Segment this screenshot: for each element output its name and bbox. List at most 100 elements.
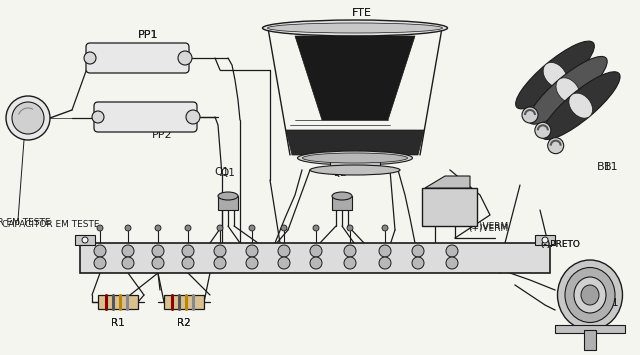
Bar [584,330,596,350]
Bar [75,235,95,245]
Polygon shape [295,36,415,120]
Polygon shape [286,130,424,155]
Text: Q1: Q1 [214,167,229,177]
Circle shape [214,257,226,269]
Circle shape [246,257,258,269]
Text: (+)VERM: (+)VERM [468,224,508,233]
Circle shape [84,52,96,64]
Text: FTE: FTE [352,8,372,18]
Circle shape [97,225,103,231]
Ellipse shape [262,20,447,36]
Text: PP2: PP2 [152,120,172,130]
Text: Q2: Q2 [333,168,348,178]
Text: R2: R2 [177,318,191,328]
Ellipse shape [218,192,238,200]
Text: (+)VERM: (+)VERM [468,222,508,231]
Circle shape [379,257,391,269]
Polygon shape [332,196,352,210]
Circle shape [344,245,356,257]
Circle shape [94,257,106,269]
Circle shape [412,257,424,269]
Text: R2: R2 [177,318,191,328]
Circle shape [214,245,226,257]
Text: (-)PRETO: (-)PRETO [540,240,580,249]
Text: PP1: PP1 [138,30,158,40]
Circle shape [186,110,200,124]
Bar [330,158,380,170]
Text: Q1: Q1 [221,168,236,178]
Circle shape [548,138,564,154]
Text: CAPACITOR EM TESTE: CAPACITOR EM TESTE [2,220,99,229]
Text: P1: P1 [606,298,620,308]
Ellipse shape [529,56,607,124]
Circle shape [278,257,290,269]
Circle shape [278,245,290,257]
Text: Q2: Q2 [330,167,344,177]
Circle shape [182,257,194,269]
Ellipse shape [543,62,567,87]
Circle shape [412,245,424,257]
Ellipse shape [268,23,442,33]
Bar [422,188,477,226]
Bar [535,235,555,245]
Circle shape [152,245,164,257]
Text: (-)PRETO: (-)PRETO [540,240,580,249]
Ellipse shape [332,192,352,200]
Circle shape [281,225,287,231]
Circle shape [12,102,44,134]
Text: B1: B1 [604,162,619,172]
Bar [555,325,625,333]
Text: R1: R1 [111,318,125,328]
Circle shape [125,225,131,231]
Text: R1: R1 [111,318,125,328]
Ellipse shape [516,41,595,109]
Text: S1: S1 [451,192,465,202]
Circle shape [217,225,223,231]
Ellipse shape [581,285,599,305]
Circle shape [122,257,134,269]
Text: B1: B1 [596,162,611,172]
Circle shape [344,257,356,269]
Ellipse shape [298,151,413,165]
Circle shape [152,257,164,269]
Text: PP1: PP1 [138,30,158,40]
Circle shape [155,225,161,231]
Circle shape [185,225,191,231]
Circle shape [310,245,322,257]
Circle shape [379,245,391,257]
Circle shape [313,225,319,231]
Circle shape [6,96,50,140]
Circle shape [92,111,104,123]
Circle shape [446,257,458,269]
Circle shape [522,107,538,123]
FancyBboxPatch shape [86,43,189,73]
Circle shape [347,225,353,231]
Polygon shape [425,176,470,188]
Circle shape [94,245,106,257]
Text: FTE: FTE [352,8,372,18]
Ellipse shape [556,78,580,103]
Ellipse shape [569,93,593,118]
Bar [98,295,138,309]
Text: P1: P1 [599,298,613,308]
Bar [80,243,550,273]
Circle shape [310,257,322,269]
Ellipse shape [541,72,620,140]
Polygon shape [218,196,238,210]
Ellipse shape [310,165,400,175]
Circle shape [178,51,192,65]
Text: CAPACITOR EM TESTE: CAPACITOR EM TESTE [0,218,51,227]
Circle shape [249,225,255,231]
Bar [164,295,204,309]
Ellipse shape [574,277,606,313]
Ellipse shape [303,153,408,163]
Text: PP2: PP2 [152,130,172,140]
Circle shape [182,245,194,257]
Circle shape [122,245,134,257]
Circle shape [82,237,88,243]
Circle shape [382,225,388,231]
Text: C: C [589,290,598,304]
Circle shape [535,122,551,138]
Circle shape [446,245,458,257]
Circle shape [246,245,258,257]
